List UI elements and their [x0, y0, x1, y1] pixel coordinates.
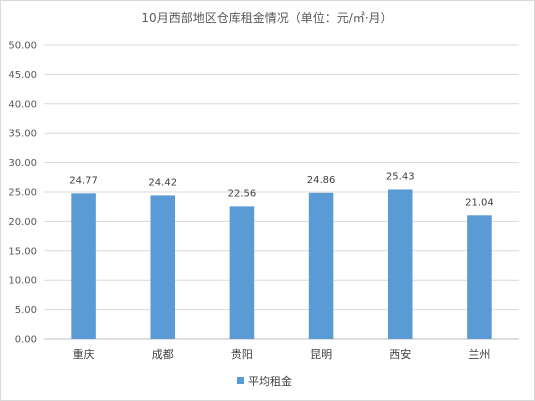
y-axis-ticks: 0.00 5.00 10.00 15.00 20.00 25.00 30.00 35.00 40… [8, 41, 37, 346]
legend-label: 平均租金 [248, 374, 292, 388]
y-tick-label: 20.00 [8, 217, 37, 228]
y-tick-label: 30.00 [8, 158, 37, 169]
data-labels: 24.77 24.42 22.56 24.86 25.43 21.04 [69, 171, 493, 208]
bar [387, 189, 413, 339]
data-label: 24.86 [307, 175, 336, 186]
bar [308, 192, 334, 339]
bar [71, 193, 96, 339]
y-tick-label: 25.00 [8, 188, 37, 199]
x-category-label: 昆明 [310, 348, 332, 361]
bar [150, 195, 176, 339]
legend-swatch [237, 377, 244, 384]
x-axis-categories: 重庆 成都 贵阳 昆明 西安 兰州 [73, 347, 491, 361]
y-tick-label: 45.00 [8, 70, 37, 81]
data-label: 21.04 [465, 197, 494, 208]
legend: 平均租金 [237, 374, 292, 388]
data-label: 25.43 [386, 171, 415, 182]
y-tick-label: 15.00 [8, 246, 37, 257]
x-category-label: 贵阳 [231, 348, 253, 361]
y-tick-label: 50.00 [8, 41, 37, 52]
y-tick-label: 35.00 [8, 129, 37, 140]
x-category-label: 重庆 [73, 347, 95, 361]
bar [229, 206, 255, 339]
y-tick-label: 0.00 [15, 335, 37, 346]
x-category-label: 西安 [389, 347, 411, 361]
y-tick-label: 40.00 [8, 99, 37, 110]
data-label: 22.56 [228, 188, 257, 199]
y-tick-label: 10.00 [8, 276, 37, 287]
y-tick-label: 5.00 [15, 305, 37, 316]
bar [467, 215, 492, 339]
x-category-label: 兰州 [468, 348, 490, 361]
bars [71, 189, 492, 339]
gridlines [44, 44, 519, 340]
data-label: 24.77 [69, 175, 98, 186]
x-category-label: 成都 [152, 348, 174, 361]
data-label: 24.42 [148, 177, 177, 188]
chart-title: 10月西部地区仓库租金情况（单位：元/㎡·月） [141, 10, 392, 25]
